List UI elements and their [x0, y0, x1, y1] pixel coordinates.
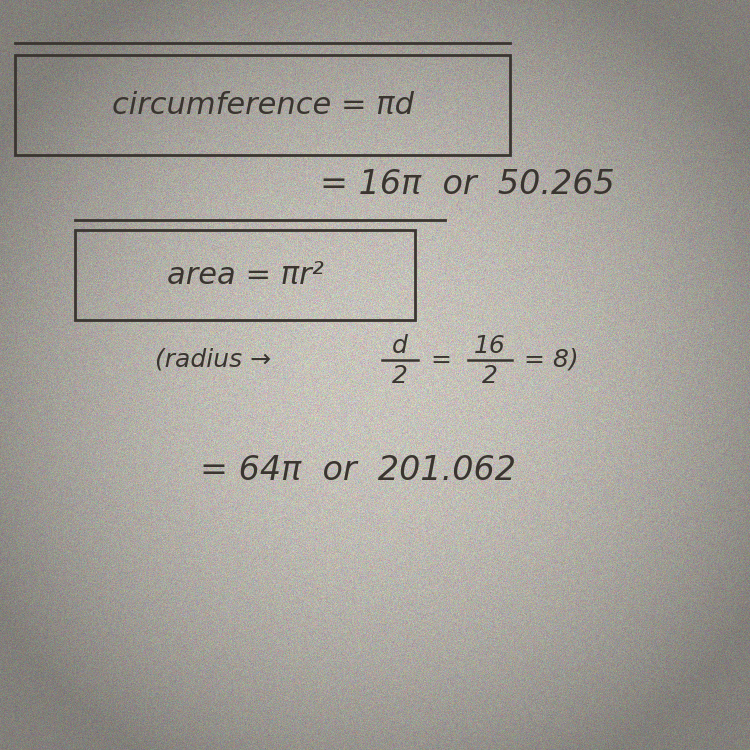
Text: =: =: [430, 348, 451, 372]
Text: (radius →: (radius →: [155, 348, 272, 372]
Text: circumference = πd: circumference = πd: [112, 91, 413, 119]
Text: d: d: [392, 334, 408, 358]
Bar: [15, 55, 510, 155]
Text: = 16π  or  50.265: = 16π or 50.265: [320, 169, 615, 202]
Text: 2: 2: [482, 364, 498, 388]
Text: area = πr²: area = πr²: [166, 260, 323, 290]
Text: = 64π  or  201.062: = 64π or 201.062: [200, 454, 516, 487]
Bar: [75, 230, 415, 320]
Text: = 8): = 8): [524, 348, 579, 372]
Text: 16: 16: [474, 334, 506, 358]
Text: 2: 2: [392, 364, 408, 388]
